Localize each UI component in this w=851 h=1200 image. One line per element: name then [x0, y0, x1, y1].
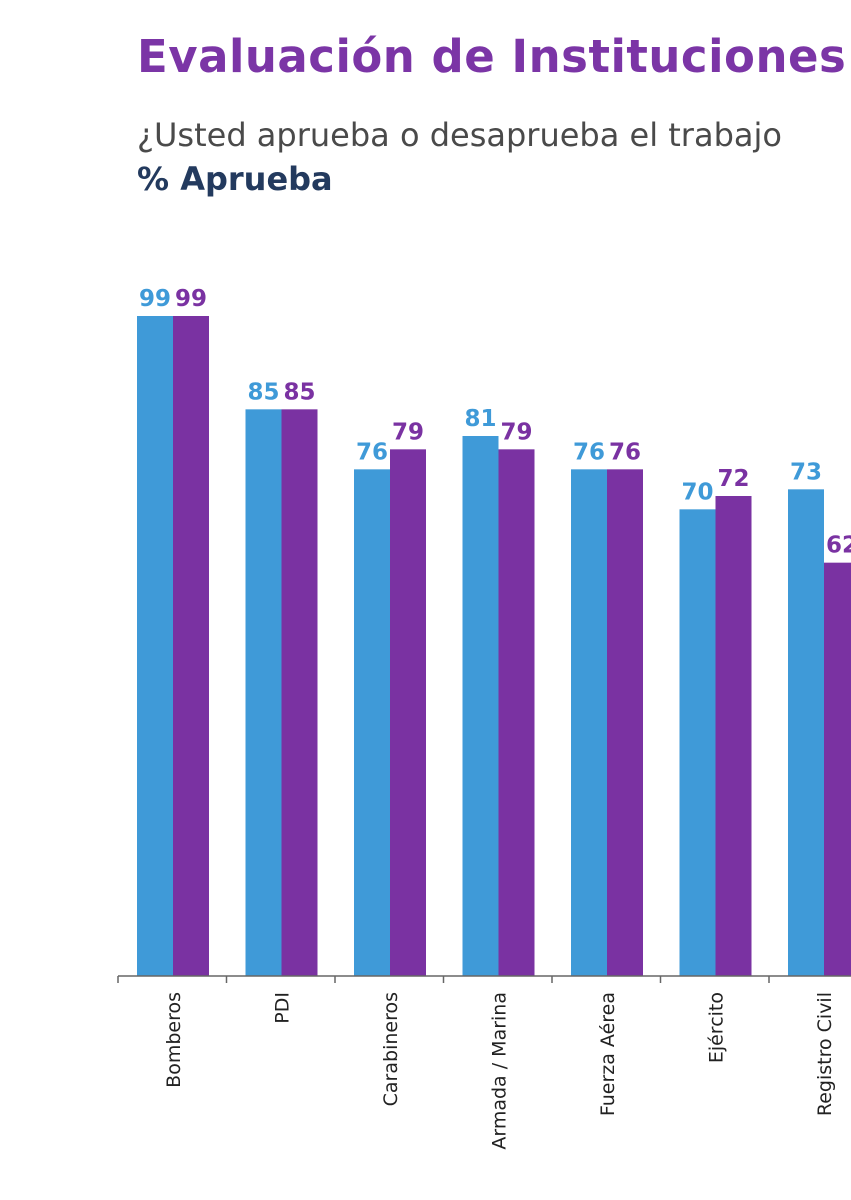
- chart-subtitle: ¿Usted aprueba o desaprueba el trabajo: [137, 116, 782, 154]
- data-label: 85: [247, 379, 279, 405]
- data-label: 76: [573, 439, 605, 465]
- data-label: 70: [681, 479, 713, 505]
- category-label: Registro Civil: [814, 992, 836, 1116]
- data-label: 76: [356, 439, 388, 465]
- bar: [498, 449, 535, 976]
- data-label: 76: [609, 439, 641, 465]
- bar: [679, 509, 716, 976]
- metric-label: % Aprueba: [137, 160, 333, 198]
- data-label: 81: [464, 406, 496, 432]
- bar: [788, 489, 824, 976]
- data-label: 85: [283, 379, 315, 405]
- bar: [137, 316, 173, 976]
- bar: [571, 469, 607, 976]
- category-label: Carabineros: [380, 992, 402, 1106]
- bar: [281, 409, 318, 976]
- category-label: Armada / Marina: [489, 992, 511, 1150]
- bar: [607, 469, 643, 976]
- data-label: 79: [500, 419, 532, 445]
- data-label: 62: [826, 533, 851, 559]
- category-label: Fuerza Aérea: [597, 992, 619, 1116]
- bar: [462, 436, 499, 976]
- data-label: 72: [717, 466, 749, 492]
- category-label: Ejército: [706, 992, 728, 1063]
- data-label: 79: [392, 419, 424, 445]
- bar: [245, 409, 282, 976]
- bar: [354, 469, 390, 976]
- bar: [390, 449, 426, 976]
- data-label: 73: [790, 459, 822, 485]
- category-label: Bomberos: [163, 992, 185, 1088]
- chart-title: Evaluación de Instituciones: [137, 30, 847, 83]
- bar: [715, 496, 752, 976]
- data-label: 99: [139, 286, 171, 312]
- bar: [173, 316, 209, 976]
- data-label: 99: [175, 286, 207, 312]
- category-label: PDI: [272, 992, 294, 1024]
- bar: [824, 562, 851, 976]
